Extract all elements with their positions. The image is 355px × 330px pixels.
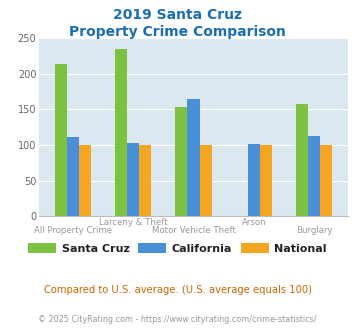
Bar: [308, 136, 320, 216]
Bar: [67, 137, 79, 216]
Bar: [175, 107, 187, 216]
Text: Burglary: Burglary: [296, 226, 332, 235]
Bar: [200, 145, 212, 216]
Text: Compared to U.S. average. (U.S. average equals 100): Compared to U.S. average. (U.S. average …: [44, 285, 311, 295]
Bar: [248, 144, 260, 216]
Text: Motor Vehicle Theft: Motor Vehicle Theft: [152, 226, 235, 235]
Bar: [115, 50, 127, 216]
Bar: [127, 144, 139, 216]
Bar: [55, 64, 67, 216]
Bar: [79, 145, 91, 216]
Bar: [260, 145, 272, 216]
Text: Arson: Arson: [241, 218, 266, 227]
Bar: [320, 145, 332, 216]
Bar: [296, 104, 308, 216]
Legend: Santa Cruz, California, National: Santa Cruz, California, National: [24, 239, 331, 258]
Text: Larceny & Theft: Larceny & Theft: [99, 218, 168, 227]
Text: © 2025 CityRating.com - https://www.cityrating.com/crime-statistics/: © 2025 CityRating.com - https://www.city…: [38, 315, 317, 324]
Bar: [139, 145, 151, 216]
Bar: [187, 99, 200, 216]
Text: 2019 Santa Cruz: 2019 Santa Cruz: [113, 8, 242, 22]
Text: Property Crime Comparison: Property Crime Comparison: [69, 25, 286, 39]
Text: All Property Crime: All Property Crime: [34, 226, 112, 235]
